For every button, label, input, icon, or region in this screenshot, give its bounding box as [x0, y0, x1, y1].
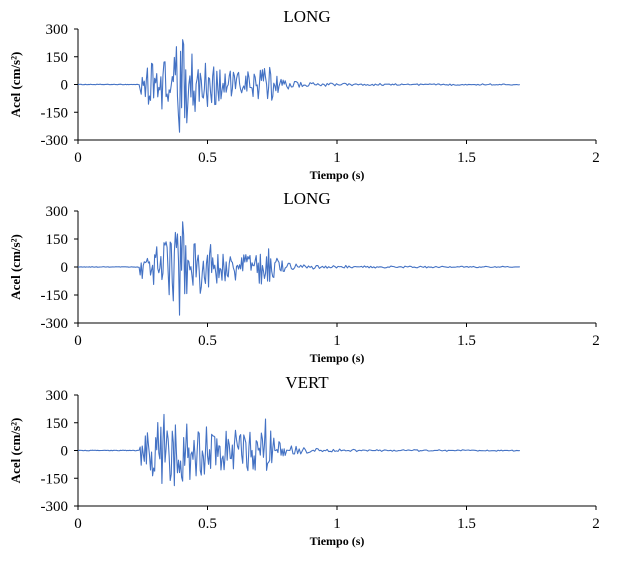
- x-tick-label: 1: [333, 150, 341, 166]
- x-axis-label: Tiempo (s): [310, 168, 365, 182]
- y-axis-label: Acel (cm/s²): [8, 418, 23, 484]
- series-line: [77, 221, 520, 316]
- y-tick-label: -150: [41, 471, 69, 487]
- x-tick-label: 1.5: [457, 150, 476, 166]
- x-axis-label: Tiempo (s): [310, 534, 365, 548]
- series-line: [77, 39, 520, 133]
- x-tick-label: 0: [74, 150, 82, 166]
- chart-title: VERT: [285, 373, 329, 392]
- y-tick-label: -300: [41, 133, 69, 149]
- x-tick-label: 1.5: [457, 516, 476, 532]
- y-tick-label: -300: [41, 499, 69, 515]
- x-tick-label: 1: [333, 516, 341, 532]
- x-tick-label: 0.5: [198, 150, 217, 166]
- y-axis-label: Acel (cm/s²): [8, 52, 23, 118]
- y-tick-label: -150: [41, 288, 69, 304]
- chart-2: 300 150 0 -150 -300 0 0.5 1 1.5 2 LONG Tiempo (s) Ac…: [8, 189, 600, 365]
- y-tick-label: -150: [41, 105, 69, 121]
- x-tick-label: 1: [333, 333, 341, 349]
- chart-title: LONG: [283, 189, 330, 208]
- y-axis-label: Acel (cm/s²): [8, 234, 23, 300]
- chart-title: LONG: [283, 7, 330, 26]
- x-tick-label: 0: [74, 333, 82, 349]
- x-tick-label: 0.5: [198, 333, 217, 349]
- y-tick-label: 0: [61, 78, 69, 94]
- x-tick-label: 2: [592, 516, 600, 532]
- x-axis-label: Tiempo (s): [310, 351, 365, 365]
- x-tick-label: 0.5: [198, 516, 217, 532]
- x-tick-label: 0: [74, 516, 82, 532]
- y-tick-label: 0: [61, 260, 69, 276]
- y-tick-label: 300: [46, 22, 69, 38]
- y-tick-label: 300: [46, 388, 69, 404]
- series-line: [77, 413, 520, 487]
- y-tick-label: 150: [46, 50, 69, 66]
- x-tick-label: 1.5: [457, 333, 476, 349]
- y-tick-label: -300: [41, 316, 69, 332]
- y-tick-label: 300: [46, 204, 69, 220]
- x-tick-label: 2: [592, 150, 600, 166]
- chart-3: 300 150 0 -150 -300 0 0.5 1 1.5 2 VERT Tiempo (s) Ac…: [8, 373, 600, 548]
- chart-1: 300 150 0 -150 -300 0 0.5 1 1.5 2 LONG Tiempo (s) Ac…: [8, 7, 600, 182]
- y-tick-label: 150: [46, 232, 69, 248]
- y-tick-label: 150: [46, 416, 69, 432]
- y-tick-label: 0: [61, 444, 69, 460]
- x-tick-label: 2: [592, 333, 600, 349]
